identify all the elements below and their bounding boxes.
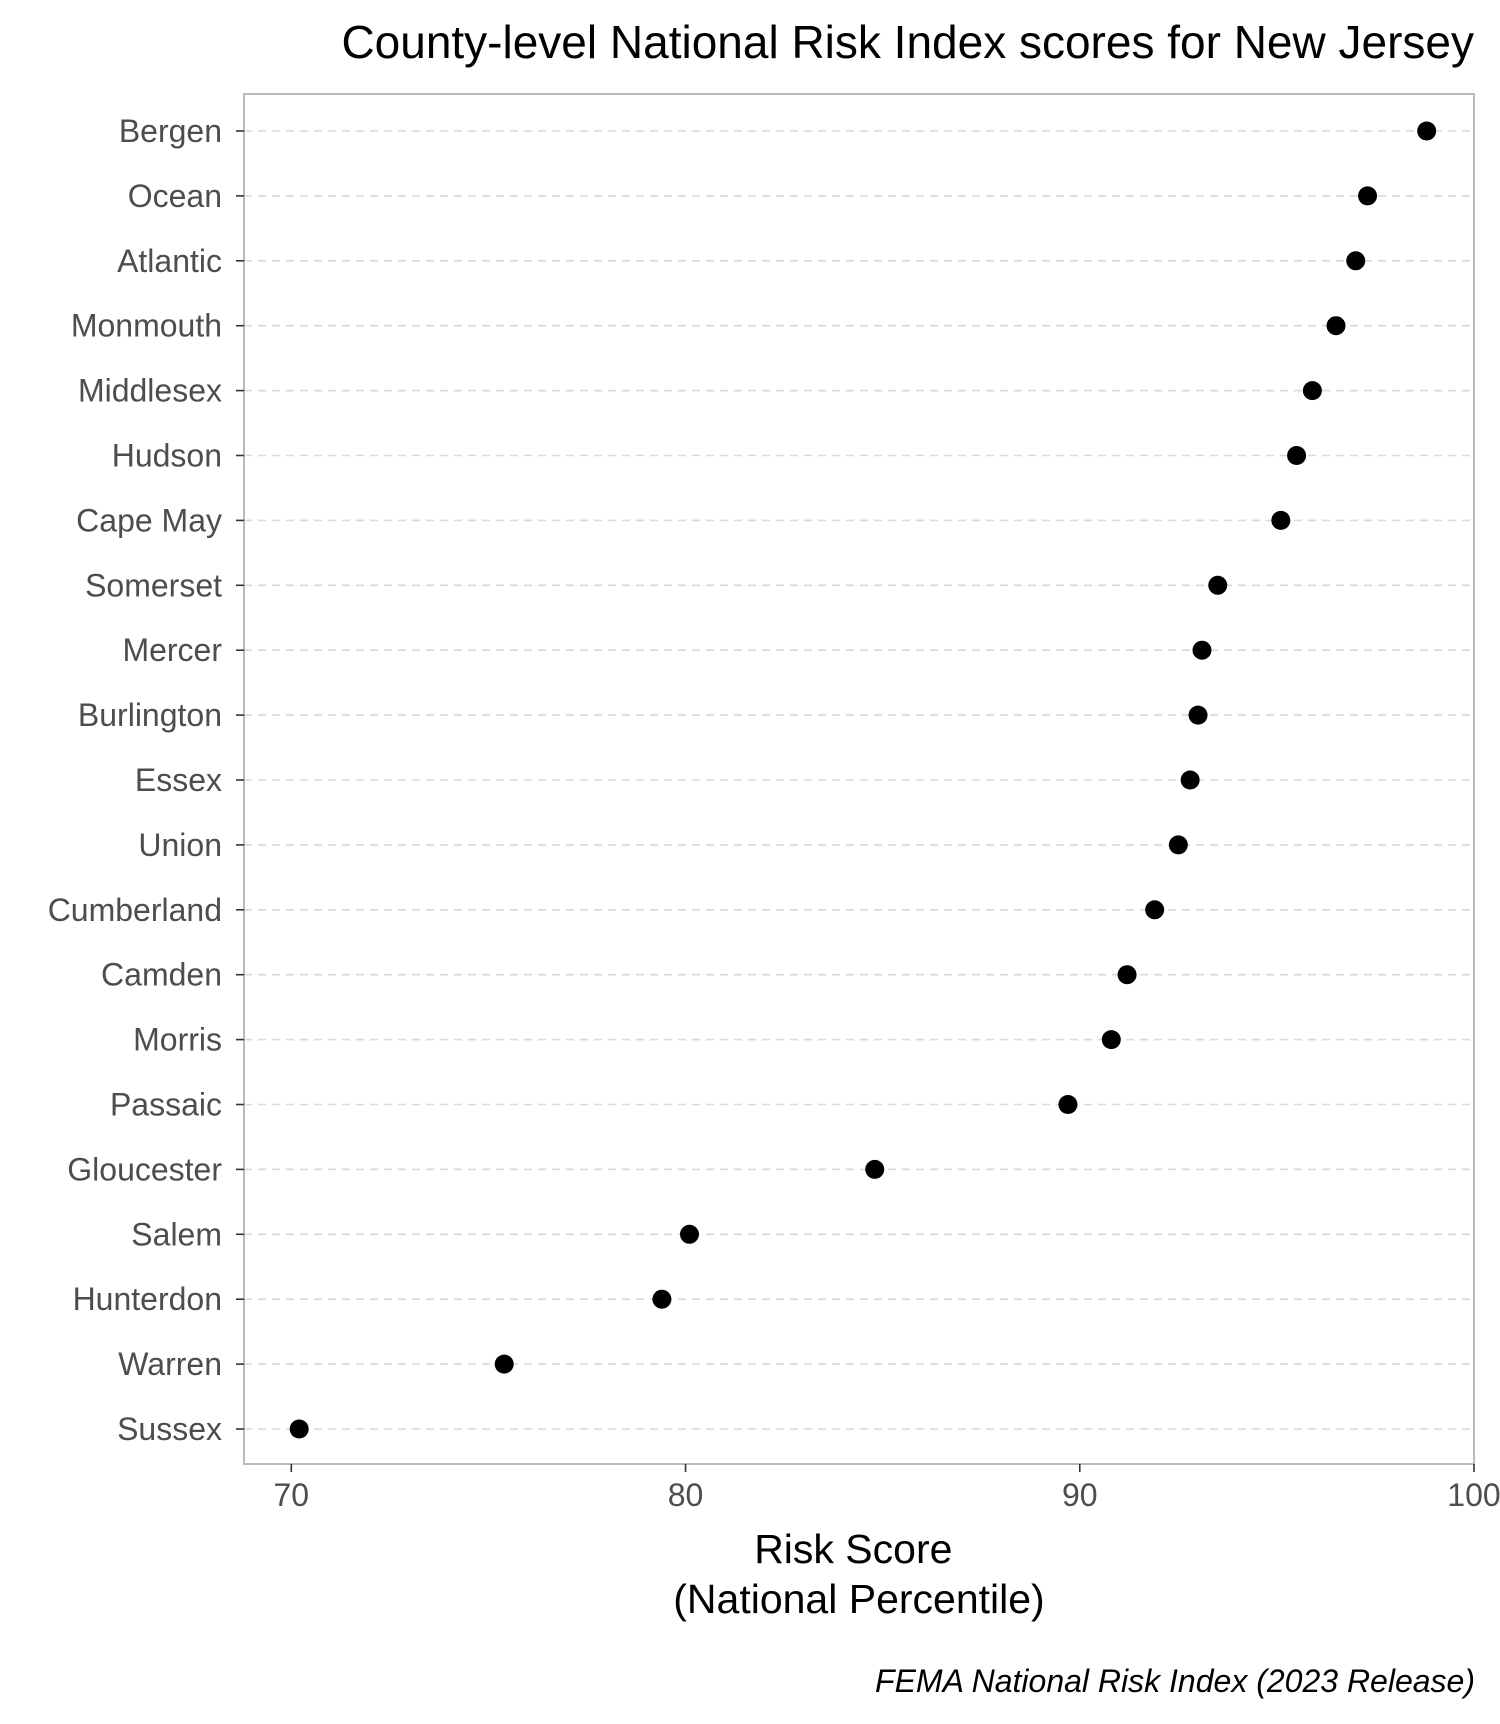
county-label-passaic: Passaic — [110, 1087, 222, 1123]
gridlines — [244, 130, 1474, 1430]
point-cape-may — [1271, 510, 1291, 530]
point-passaic — [1058, 1095, 1078, 1114]
plot-panel — [243, 93, 1475, 1465]
point-atlantic — [1346, 251, 1366, 271]
point-hunterdon — [652, 1289, 672, 1309]
point-mercer — [1192, 640, 1212, 660]
x-axis-title-line-1: Risk Score — [754, 1526, 952, 1572]
county-label-cape-may: Cape May — [76, 502, 222, 538]
caption: FEMA National Risk Index (2023 Release) — [875, 1663, 1475, 1699]
county-label-salem: Salem — [131, 1216, 222, 1252]
county-label-middlesex: Middlesex — [78, 373, 222, 409]
county-label-somerset: Somerset — [85, 567, 222, 603]
point-cumberland — [1145, 900, 1165, 920]
point-camden — [1117, 965, 1137, 985]
county-label-atlantic: Atlantic — [117, 243, 222, 279]
point-somerset — [1208, 575, 1228, 595]
point-monmouth — [1326, 316, 1346, 336]
chart-title: County-level National Risk Index scores … — [341, 16, 1474, 68]
county-label-morris: Morris — [133, 1022, 222, 1058]
y-tick-marks — [236, 130, 244, 1430]
county-labels: Bergen Ocean Atlantic Monmouth Middlesex Huds… — [48, 113, 223, 1447]
county-label-union: Union — [138, 827, 222, 863]
x-tick-label-80: 80 — [668, 1477, 704, 1513]
point-ocean — [1358, 186, 1378, 206]
x-axis: 70 80 90 100 — [274, 1464, 1500, 1513]
x-tick-label-70: 70 — [274, 1477, 310, 1513]
point-salem — [679, 1224, 699, 1244]
point-warren — [494, 1354, 514, 1374]
point-essex — [1180, 770, 1200, 790]
county-label-hunterdon: Hunterdon — [73, 1281, 222, 1317]
point-gloucester — [865, 1159, 885, 1179]
county-label-gloucester: Gloucester — [67, 1151, 222, 1187]
county-label-hudson: Hudson — [112, 438, 222, 474]
county-label-camden: Camden — [101, 957, 222, 993]
x-axis-title: Risk Score (National Percentile) — [673, 1526, 1044, 1622]
county-label-burlington: Burlington — [78, 697, 222, 733]
x-tick-label-90: 90 — [1062, 1477, 1098, 1513]
x-tick-label-100: 100 — [1447, 1477, 1500, 1513]
county-label-essex: Essex — [135, 762, 222, 798]
county-label-cumberland: Cumberland — [48, 892, 222, 928]
point-middlesex — [1302, 381, 1322, 401]
county-label-monmouth: Monmouth — [71, 308, 222, 344]
point-hudson — [1287, 446, 1307, 465]
x-axis-title-line-2: (National Percentile) — [673, 1576, 1044, 1622]
point-morris — [1101, 1030, 1121, 1050]
county-label-mercer: Mercer — [122, 632, 222, 668]
county-label-bergen: Bergen — [119, 113, 222, 149]
county-label-sussex: Sussex — [117, 1411, 222, 1447]
point-burlington — [1188, 705, 1208, 725]
data-points — [289, 121, 1437, 1439]
county-label-ocean: Ocean — [128, 178, 222, 214]
point-sussex — [289, 1419, 309, 1439]
point-union — [1168, 835, 1188, 855]
county-label-warren: Warren — [118, 1346, 222, 1382]
point-bergen — [1417, 121, 1437, 141]
